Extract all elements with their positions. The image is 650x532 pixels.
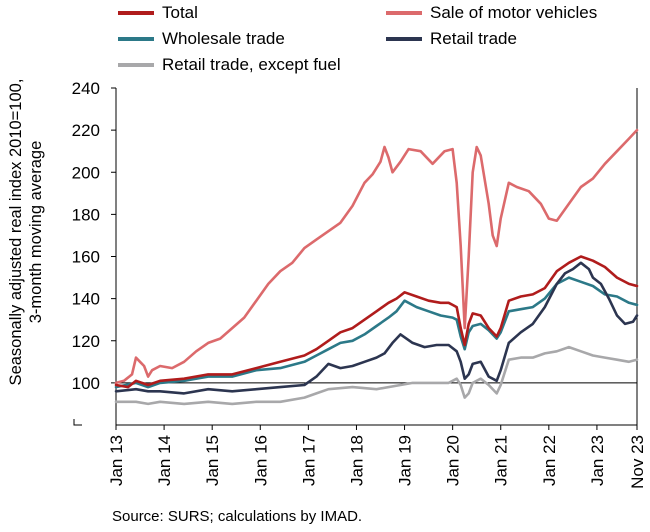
series-lines — [114, 128, 639, 406]
series-line-sale-of-motor-vehicles — [114, 128, 639, 385]
series-line-wholesale-trade — [114, 276, 639, 389]
legend-label-retail-except-fuel: Retail trade, except fuel — [162, 55, 341, 74]
x-tick-label: Jan 19 — [396, 435, 415, 486]
legend-swatch-retail — [386, 37, 422, 41]
x-tick-label: Jan 22 — [540, 435, 559, 486]
x-tick-label: Jan 13 — [107, 435, 126, 486]
legend-swatch-retail-except-fuel — [118, 63, 154, 67]
axis-break-mark — [73, 419, 82, 426]
y-tick-label: 140 — [72, 290, 100, 309]
legend-item-total: Total — [118, 3, 198, 23]
axis-ticks: 100 120 140 160 180 200 220 240 Jan 13 Jan 14 Jan … — [72, 79, 647, 489]
legend-item-retail: Retail trade — [386, 29, 517, 49]
y-tick-label: 200 — [72, 163, 100, 182]
x-tick-label: Jan 20 — [444, 435, 463, 486]
x-tick-label: Jan 23 — [588, 435, 607, 486]
legend-swatch-wholesale — [118, 37, 154, 41]
legend-label-motor-vehicles: Sale of motor vehicles — [430, 3, 598, 22]
legend-item-retail-except-fuel: Retail trade, except fuel — [118, 55, 341, 75]
legend-label-retail: Retail trade — [430, 29, 517, 48]
legend-swatch-motor-vehicles — [386, 11, 422, 15]
x-tick-label: Jan 18 — [347, 435, 366, 486]
series-line-retail-trade — [114, 261, 639, 395]
x-tick-label: Jan 14 — [155, 435, 174, 486]
y-axis-label-line1: Seasonally adjusted real index 2010=100, — [7, 78, 25, 386]
legend-swatch-total — [118, 11, 154, 15]
chart-axes — [73, 88, 638, 426]
series-line-total — [114, 255, 639, 389]
y-axis-label: Seasonally adjusted real index 2010=100,… — [6, 52, 46, 412]
legend-item-wholesale: Wholesale trade — [118, 29, 285, 49]
x-tick-label: Jan 21 — [492, 435, 511, 486]
x-tick-label: Jan 16 — [251, 435, 270, 486]
legend-item-motor-vehicles: Sale of motor vehicles — [386, 3, 597, 23]
y-tick-label: 160 — [72, 248, 100, 267]
x-tick-label: Nov 23 — [628, 435, 647, 489]
y-axis-label-line2: 3-month moving average — [27, 140, 45, 324]
x-tick-label: Jan 17 — [299, 435, 318, 486]
y-tick-label: 180 — [72, 205, 100, 224]
series-line-retail-trade-except-fuel — [114, 345, 639, 406]
source-note: Source: SURS; calculations by IMAD. — [112, 508, 363, 525]
y-tick-label: 120 — [72, 332, 100, 351]
x-tick-label: Jan 15 — [203, 435, 222, 486]
y-tick-label: 240 — [72, 79, 100, 98]
legend-label-wholesale: Wholesale trade — [162, 29, 285, 48]
legend-label-total: Total — [162, 3, 198, 22]
y-tick-label: 220 — [72, 121, 100, 140]
y-tick-label: 100 — [72, 374, 100, 393]
